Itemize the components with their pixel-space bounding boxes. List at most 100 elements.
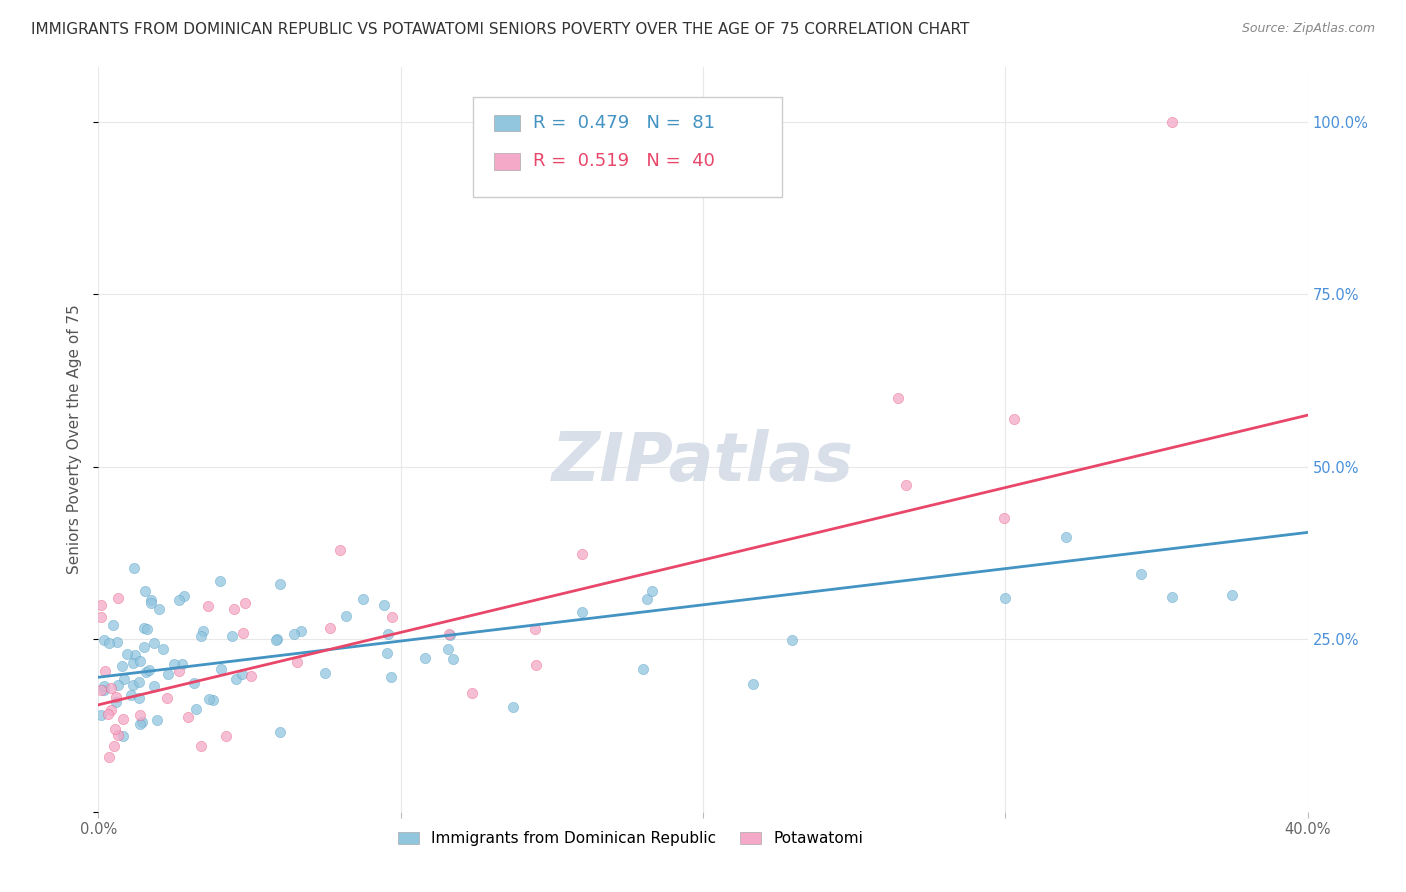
Point — [148, 601, 170, 615]
Point — [104, 690, 127, 704]
Point — [100, 703, 122, 717]
Point — [631, 662, 654, 676]
Point — [100, 681, 122, 695]
Point — [437, 641, 460, 656]
Point — [571, 606, 593, 620]
Point — [143, 679, 166, 693]
Point — [1054, 530, 1077, 544]
Point — [163, 657, 186, 671]
Point — [524, 658, 547, 673]
Point — [215, 729, 238, 743]
Point — [994, 591, 1017, 605]
Point — [1130, 566, 1153, 581]
Point — [122, 656, 145, 670]
Point — [90, 682, 112, 697]
Text: IMMIGRANTS FROM DOMINICAN REPUBLIC VS POTAWATOMI SENIORS POVERTY OVER THE AGE OF: IMMIGRANTS FROM DOMINICAN REPUBLIC VS PO… — [31, 22, 969, 37]
Point — [124, 648, 146, 662]
Point — [524, 622, 547, 636]
Point — [461, 686, 484, 700]
Point — [197, 599, 219, 613]
Point — [224, 602, 246, 616]
Y-axis label: Seniors Poverty Over the Age of 75: Seniors Poverty Over the Age of 75 — [67, 304, 83, 574]
Point — [128, 691, 150, 706]
Point — [183, 676, 205, 690]
Point — [377, 626, 399, 640]
Point — [380, 670, 402, 684]
Point — [173, 589, 195, 603]
Point — [201, 693, 224, 707]
FancyBboxPatch shape — [474, 96, 782, 197]
Text: R =  0.519   N =  40: R = 0.519 N = 40 — [533, 153, 714, 170]
Point — [184, 702, 207, 716]
Point — [131, 715, 153, 730]
Point — [266, 632, 288, 646]
Point — [741, 676, 763, 690]
Legend: Immigrants from Dominican Republic, Potawatomi: Immigrants from Dominican Republic, Pota… — [392, 825, 869, 853]
Point — [93, 633, 115, 648]
Point — [190, 629, 212, 643]
Point — [441, 652, 464, 666]
Point — [264, 632, 287, 647]
Point — [139, 593, 162, 607]
Point — [103, 617, 125, 632]
Point — [135, 665, 157, 679]
Point — [269, 576, 291, 591]
Text: R =  0.479   N =  81: R = 0.479 N = 81 — [533, 114, 714, 132]
Point — [269, 725, 291, 739]
Point — [129, 654, 152, 668]
Point — [93, 679, 115, 693]
Point — [132, 640, 155, 654]
Point — [439, 628, 461, 642]
Point — [193, 624, 215, 638]
Point — [128, 717, 150, 731]
Point — [139, 596, 162, 610]
Point — [167, 664, 190, 678]
Point — [98, 635, 121, 649]
Point — [98, 749, 121, 764]
Point — [112, 673, 135, 687]
Point — [314, 666, 336, 681]
Point — [143, 635, 166, 649]
Point — [105, 635, 128, 649]
Point — [780, 632, 803, 647]
Point — [285, 655, 308, 669]
Point — [211, 662, 233, 676]
Point — [352, 592, 374, 607]
Point — [93, 683, 115, 698]
Point — [90, 598, 112, 612]
Point — [283, 627, 305, 641]
Point — [104, 723, 127, 737]
Bar — [494, 153, 520, 169]
Point — [1220, 588, 1243, 602]
Point — [413, 651, 436, 665]
Point — [90, 707, 112, 722]
Point — [231, 667, 253, 681]
Point — [381, 610, 404, 624]
Point — [375, 646, 398, 660]
Point — [169, 593, 191, 607]
Point — [132, 621, 155, 635]
Point — [134, 584, 156, 599]
Point — [571, 547, 593, 561]
Point — [90, 610, 112, 624]
Point — [198, 692, 221, 706]
Point — [128, 707, 150, 722]
Point — [152, 641, 174, 656]
Point — [136, 622, 159, 636]
Point — [1160, 590, 1182, 604]
Point — [993, 511, 1015, 525]
Point — [329, 543, 352, 558]
Point — [94, 664, 117, 678]
Point — [240, 668, 263, 682]
Point — [335, 608, 357, 623]
Point — [97, 706, 120, 721]
Point — [120, 689, 142, 703]
Point — [111, 659, 134, 673]
Text: ZIPatlas: ZIPatlas — [553, 429, 853, 495]
Point — [887, 391, 910, 405]
Point — [1002, 411, 1025, 425]
Point — [104, 695, 127, 709]
Point — [121, 678, 143, 692]
Point — [156, 667, 179, 681]
Point — [138, 663, 160, 677]
